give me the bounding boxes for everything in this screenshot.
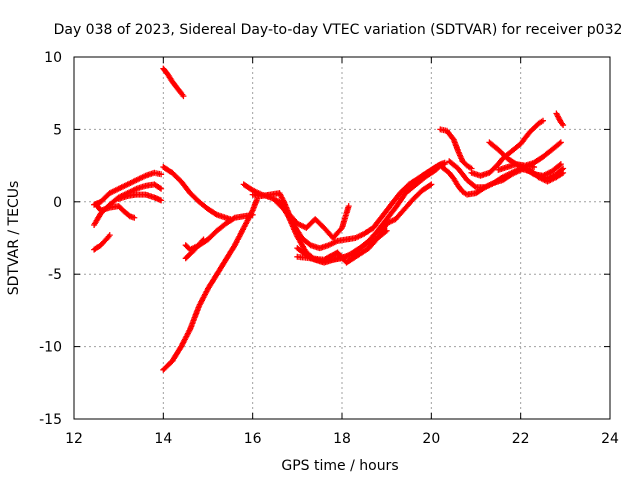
series-arc-4 <box>93 201 138 221</box>
series-arc-5 <box>115 191 165 204</box>
x-axis-label: GPS time / hours <box>281 458 398 474</box>
series-arc-1 <box>91 169 165 208</box>
series-arc-23 <box>553 110 567 129</box>
tick-labels: 12 14 16 18 20 22 24 -15 -10 -5 0 5 10 <box>39 50 619 447</box>
x-tick-label: 20 <box>422 431 440 447</box>
data-point-markers <box>160 65 187 100</box>
x-tick-label: 22 <box>512 431 530 447</box>
series-arc-7 <box>160 164 234 223</box>
y-tick-label: -15 <box>39 412 62 428</box>
data-point-markers <box>294 227 390 266</box>
series-arc-14 <box>294 181 435 266</box>
y-axis-label: SDTVAR / TECUs <box>6 181 22 296</box>
x-tick-label: 24 <box>601 431 619 447</box>
y-tick-label: 0 <box>53 195 62 211</box>
data-point-markers <box>182 236 207 262</box>
series-arc-15 <box>294 227 390 266</box>
data-point-markers <box>91 181 165 228</box>
data-point-markers <box>553 110 567 129</box>
series-arc-2 <box>91 181 165 228</box>
y-tick-label: 5 <box>53 122 62 138</box>
series-arc-17 <box>437 126 475 172</box>
x-tick-label: 12 <box>65 431 83 447</box>
data-point-markers <box>272 197 352 241</box>
data-point-markers <box>182 211 256 253</box>
y-tick-label: 10 <box>44 50 62 66</box>
series-arc-6 <box>160 65 187 100</box>
data-point-markers <box>294 181 435 266</box>
grid-lines <box>74 57 610 419</box>
y-tick-label: -10 <box>39 340 62 356</box>
x-tick-label: 18 <box>333 431 351 447</box>
data-point-markers <box>160 164 234 223</box>
data-point-markers <box>115 191 165 204</box>
data-point-markers <box>91 169 165 208</box>
data-point-markers <box>526 166 567 185</box>
chart-title: Day 038 of 2023, Sidereal Day-to-day VTE… <box>54 22 623 38</box>
series-arc-3 <box>91 232 113 253</box>
series-arc-10 <box>182 236 207 262</box>
x-tick-label: 16 <box>244 431 262 447</box>
axis-ticks <box>73 56 611 420</box>
series-arc-9 <box>182 211 256 253</box>
data-series <box>91 65 567 373</box>
series-arc-13 <box>272 197 352 241</box>
series-arc-22 <box>526 166 567 185</box>
data-point-markers <box>93 201 138 221</box>
data-point-markers <box>160 195 261 373</box>
y-tick-label: -5 <box>48 267 62 283</box>
x-tick-label: 14 <box>154 431 172 447</box>
series-arc-8 <box>160 195 261 373</box>
data-point-markers <box>91 232 113 253</box>
data-point-markers <box>437 126 475 172</box>
